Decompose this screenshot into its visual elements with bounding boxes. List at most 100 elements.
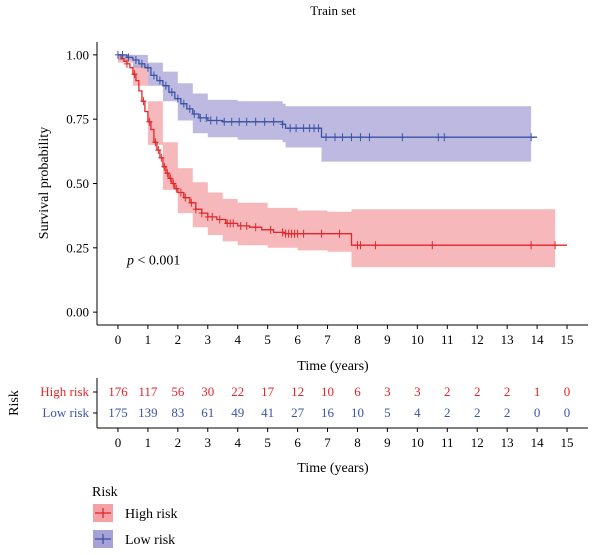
confidence-band-1 <box>118 54 532 162</box>
chart-title: Train set <box>310 3 356 18</box>
x-tick-label: 11 <box>441 332 454 347</box>
censor-mark <box>216 215 223 224</box>
censor-mark <box>198 209 205 218</box>
censor-mark <box>366 133 373 142</box>
x-tick-label: 8 <box>354 332 361 347</box>
y-tick-label: 0.25 <box>66 240 89 255</box>
censor-mark <box>332 133 339 142</box>
censor-mark <box>243 117 250 126</box>
censor-mark <box>131 70 138 79</box>
x-tick-label: 14 <box>531 332 545 347</box>
risk-count: 2 <box>444 384 451 399</box>
risk-x-tick-label: 7 <box>324 435 331 450</box>
censor-mark <box>261 117 268 126</box>
risk-count: 16 <box>321 405 335 420</box>
risk-row-label: Low risk <box>42 405 89 420</box>
risk-count: 2 <box>474 405 481 420</box>
censor-mark <box>221 117 228 126</box>
risk-x-tick-label: 12 <box>471 435 484 450</box>
censor-mark <box>552 241 559 250</box>
censor-mark <box>357 241 364 250</box>
x-tick-label: 5 <box>264 332 271 347</box>
risk-count: 0 <box>564 384 571 399</box>
censor-mark <box>252 223 259 232</box>
censor-mark <box>173 184 180 193</box>
y-tick-label: 0.50 <box>66 176 89 191</box>
risk-table-title: Risk <box>7 390 22 416</box>
p-value-text: < 0.001 <box>134 254 180 269</box>
censor-mark <box>357 133 364 142</box>
risk-x-tick-label: 13 <box>501 435 514 450</box>
risk-x-tick-label: 5 <box>264 435 271 450</box>
legend-item: High risk <box>93 504 178 522</box>
y-tick-label: 1.00 <box>66 47 89 62</box>
censor-mark <box>228 117 235 126</box>
censor-mark <box>323 133 330 142</box>
risk-count: 56 <box>171 384 185 399</box>
risk-x-tick-label: 2 <box>175 435 182 450</box>
risk-row-label: High risk <box>40 384 89 399</box>
censor-mark <box>155 146 162 155</box>
censor-mark <box>162 81 169 90</box>
risk-count: 41 <box>261 405 274 420</box>
x-tick-label: 2 <box>175 332 182 347</box>
censor-mark <box>167 174 174 183</box>
p-value-annotation: p < 0.001 <box>126 254 180 269</box>
censor-mark <box>399 133 406 142</box>
censor-mark <box>177 188 184 197</box>
censor-mark <box>188 198 195 207</box>
x-tick-label: 3 <box>205 332 212 347</box>
y-axis-label: Survival probability <box>37 127 52 239</box>
censor-mark <box>300 229 307 238</box>
censor-mark <box>161 162 168 171</box>
y-tick-label: 0.00 <box>66 305 89 320</box>
x-tick-label: 15 <box>561 332 574 347</box>
censor-mark <box>207 116 214 125</box>
risk-x-tick-label: 9 <box>384 435 391 450</box>
censor-mark <box>150 71 157 80</box>
censor-mark <box>182 193 189 202</box>
risk-count: 2 <box>504 384 511 399</box>
risk-x-tick-label: 8 <box>354 435 361 450</box>
risk-count: 61 <box>201 405 214 420</box>
legend-label: Low risk <box>125 533 175 548</box>
censor-mark <box>164 169 171 178</box>
y-tick-label: 0.75 <box>66 112 89 127</box>
legend-title: Risk <box>92 485 118 500</box>
risk-x-tick-label: 4 <box>234 435 241 450</box>
censor-mark <box>300 124 307 133</box>
censor-mark <box>156 76 163 85</box>
censor-mark <box>243 221 250 230</box>
censor-mark <box>186 104 193 113</box>
risk-count: 30 <box>201 384 214 399</box>
risk-count: 175 <box>108 405 128 420</box>
risk-count: 10 <box>321 384 334 399</box>
censor-mark <box>429 241 436 250</box>
x-tick-label: 0 <box>115 332 122 347</box>
risk-count: 117 <box>138 384 158 399</box>
x-tick-label: 12 <box>471 332 484 347</box>
censor-mark <box>213 116 220 125</box>
censor-mark <box>119 50 126 59</box>
risk-count: 3 <box>414 384 421 399</box>
censor-mark <box>270 117 277 126</box>
censor-mark <box>236 117 243 126</box>
censor-mark <box>230 219 237 228</box>
censor-mark <box>279 120 286 129</box>
risk-count: 4 <box>414 405 421 420</box>
censor-mark <box>252 117 259 126</box>
censor-mark <box>197 113 204 122</box>
risk-count: 6 <box>354 384 361 399</box>
legend: Risk High risk Low risk <box>92 485 178 548</box>
censor-mark <box>152 138 159 147</box>
risk-x-tick-label: 0 <box>115 435 122 450</box>
censor-mark <box>138 59 145 68</box>
risk-x-tick-label: 11 <box>441 435 454 450</box>
x-tick-label: 13 <box>501 332 514 347</box>
censor-mark <box>279 228 286 237</box>
risk-count: 139 <box>138 405 158 420</box>
censor-mark <box>336 229 343 238</box>
risk-count: 83 <box>171 405 184 420</box>
risk-count: 176 <box>108 384 128 399</box>
